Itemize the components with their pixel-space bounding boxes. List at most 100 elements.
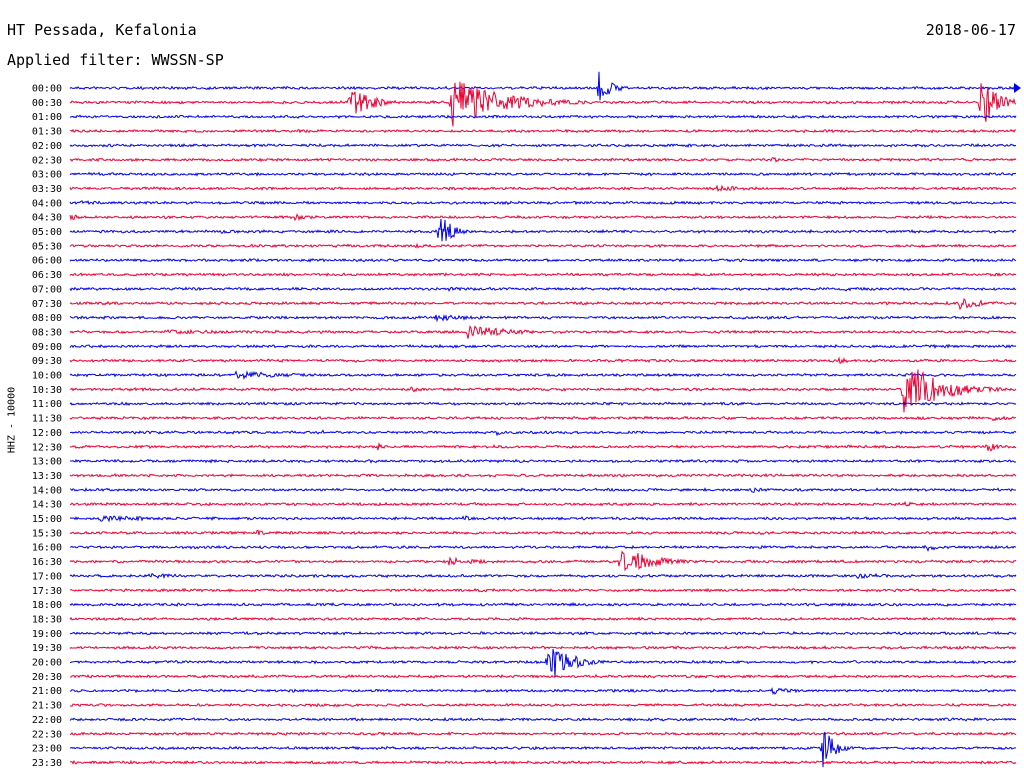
trace-line (69, 324, 1017, 339)
trace-line (69, 343, 1017, 350)
row-label: 02:00 (32, 141, 62, 152)
row-label: 03:30 (32, 184, 62, 195)
trace-line (69, 128, 1017, 134)
trace-line (69, 702, 1017, 708)
trace-line (69, 587, 1017, 593)
trace-line (69, 71, 1017, 101)
row-label: 11:30 (32, 414, 62, 425)
row-label: 14:00 (32, 485, 62, 496)
row-label: 23:30 (32, 758, 62, 769)
filter-label: Applied filter: WWSSN-SP (7, 51, 224, 69)
station-title: HT Pessada, Kefalonia (7, 21, 197, 39)
trace-line (69, 630, 1017, 636)
row-label: 20:30 (32, 672, 62, 683)
trace-line (69, 544, 1017, 553)
row-label: 10:00 (32, 371, 62, 382)
trace-line (69, 242, 1017, 249)
row-label: 05:30 (32, 241, 62, 252)
trace-line (69, 616, 1017, 622)
trace-line (69, 271, 1017, 277)
trace-line (69, 298, 1017, 311)
trace-line (69, 401, 1017, 407)
trace-line (69, 472, 1017, 478)
trace-line (69, 81, 1017, 127)
end-marker (1014, 83, 1021, 93)
row-label: 16:30 (32, 557, 62, 568)
trace-line (69, 645, 1017, 651)
trace-line (69, 487, 1017, 493)
row-label: 21:30 (32, 701, 62, 712)
row-label: 12:30 (32, 442, 62, 453)
trace-line (69, 458, 1017, 464)
row-label: 01:00 (32, 112, 62, 123)
row-label: 08:30 (32, 327, 62, 338)
row-label: 15:30 (32, 528, 62, 539)
row-label: 02:30 (32, 155, 62, 166)
row-label: 13:00 (32, 457, 62, 468)
row-label: 09:00 (32, 342, 62, 353)
trace-line (69, 686, 1017, 696)
trace-line (69, 286, 1017, 292)
trace-line (69, 356, 1017, 365)
row-label: 12:00 (32, 428, 62, 439)
trace-line (69, 314, 1017, 323)
row-label: 17:30 (32, 586, 62, 597)
row-label: 03:00 (32, 170, 62, 181)
trace-line (69, 601, 1017, 608)
row-label: 06:00 (32, 256, 62, 267)
trace-line (69, 184, 1017, 192)
row-label: 22:00 (32, 715, 62, 726)
row-label: 22:30 (32, 729, 62, 740)
row-label: 01:30 (32, 127, 62, 138)
trace-line (69, 370, 1017, 381)
row-label: 20:00 (32, 658, 62, 669)
row-label: 00:30 (32, 98, 62, 109)
trace-line (69, 218, 1017, 242)
row-label: 11:00 (32, 399, 62, 410)
row-label: 07:00 (32, 284, 62, 295)
row-label: 19:30 (32, 643, 62, 654)
trace-line (69, 257, 1017, 263)
trace-line (69, 213, 1017, 222)
trace-line (69, 716, 1017, 722)
row-label: 05:00 (32, 227, 62, 238)
trace-line (69, 572, 1017, 580)
trace-line (69, 529, 1017, 536)
row-label: 23:00 (32, 744, 62, 755)
row-label: 19:00 (32, 629, 62, 640)
trace-line (69, 369, 1017, 413)
row-label: 18:30 (32, 614, 62, 625)
row-label: 08:00 (32, 313, 62, 324)
date-label: 2018-06-17 (925, 21, 1016, 39)
trace-line (69, 550, 1017, 572)
trace-line (69, 171, 1017, 177)
trace-line (69, 648, 1017, 678)
row-label: 00:00 (32, 84, 62, 95)
trace-line (69, 759, 1017, 765)
row-label: 10:30 (32, 385, 62, 396)
trace-line (69, 731, 1017, 737)
trace-line (69, 515, 1017, 523)
row-label: 14:30 (32, 500, 62, 511)
trace-line (69, 142, 1017, 148)
row-label: 16:00 (32, 543, 62, 554)
row-label: 18:00 (32, 600, 62, 611)
trace-line (69, 415, 1017, 422)
row-label: 04:30 (32, 213, 62, 224)
trace-line (69, 114, 1017, 120)
trace-line (69, 429, 1017, 437)
trace-line (69, 441, 1017, 452)
row-label: 06:30 (32, 270, 62, 281)
row-label: 07:30 (32, 299, 62, 310)
row-label: 15:00 (32, 514, 62, 525)
row-label: 09:30 (32, 356, 62, 367)
row-label: 17:00 (32, 571, 62, 582)
trace-line (69, 156, 1017, 163)
row-label: 04:00 (32, 198, 62, 209)
trace-line (69, 731, 1017, 768)
trace-line (69, 200, 1017, 206)
row-label: 21:00 (32, 686, 62, 697)
trace-line (69, 500, 1017, 507)
trace-line (69, 673, 1017, 679)
